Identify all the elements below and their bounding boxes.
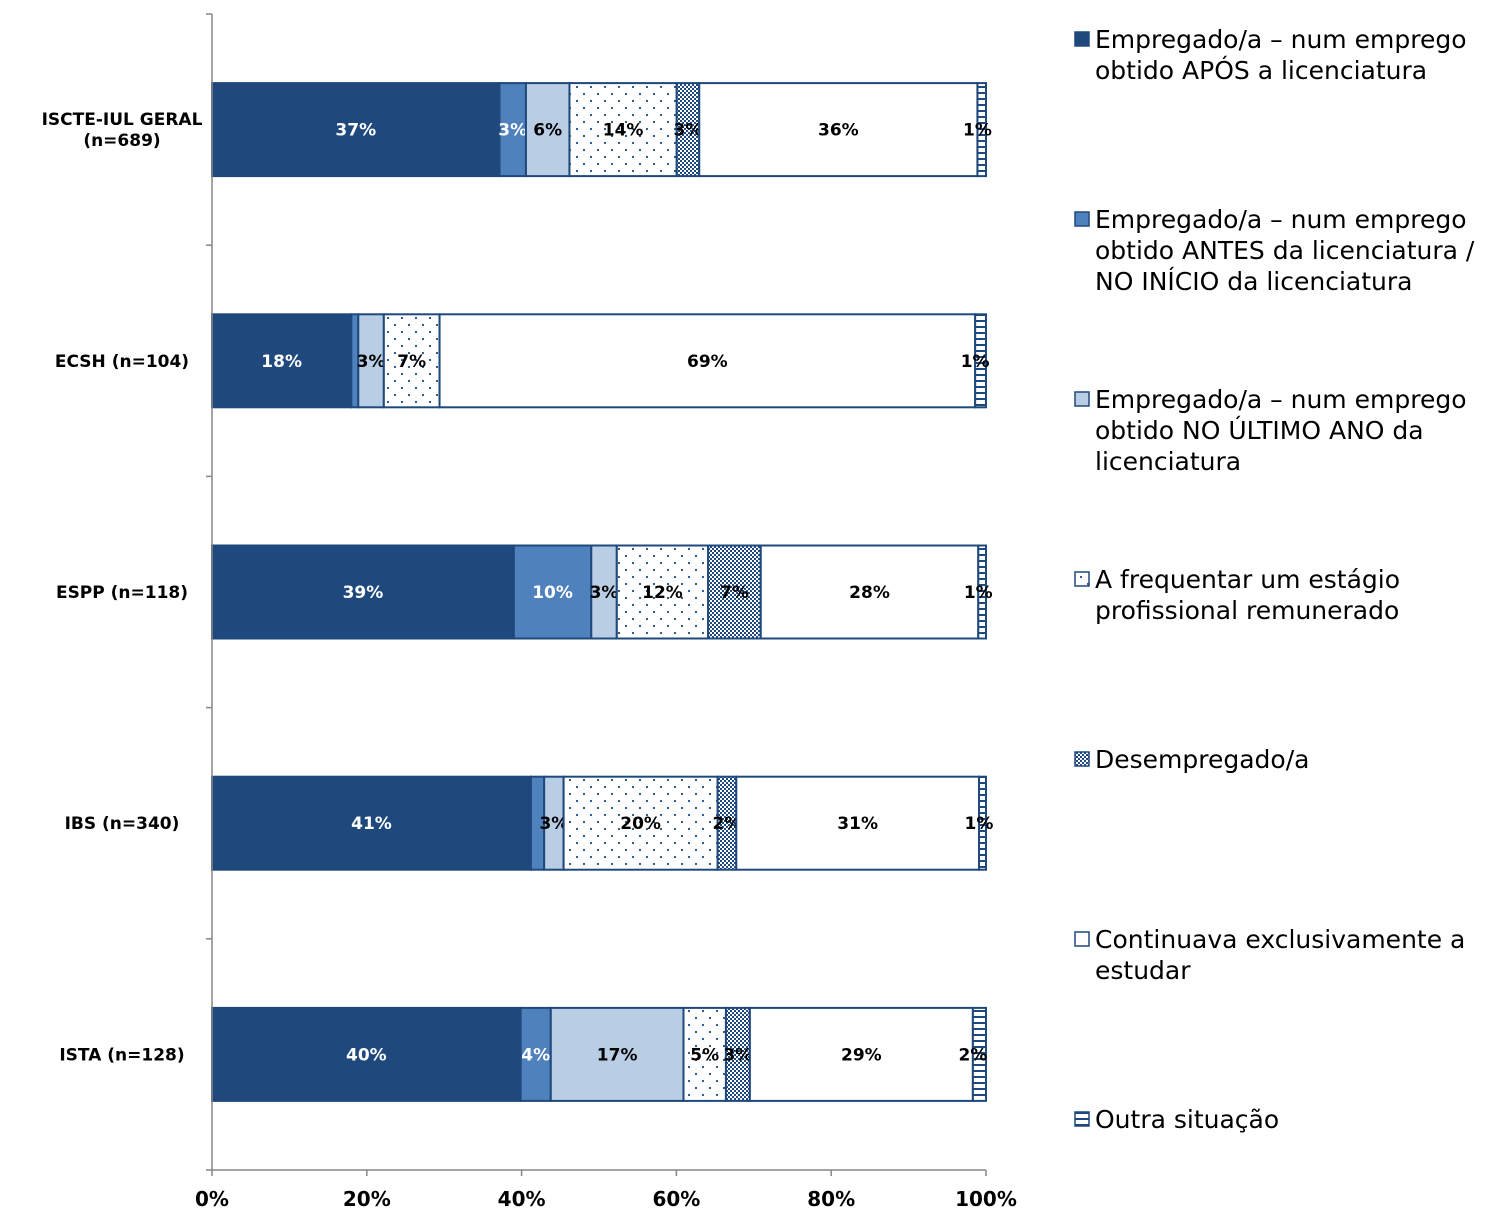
data-label: 1% (964, 583, 993, 603)
bar-segment-6-ecsh-n-104 (438, 313, 977, 409)
data-label: 6% (533, 121, 562, 141)
bar-segment-3-ista-n-128 (549, 1006, 685, 1102)
data-label: 39% (343, 583, 384, 603)
data-label: 1% (963, 121, 992, 141)
data-label: 3% (590, 583, 619, 603)
legend-swatch (1074, 751, 1090, 767)
legend-swatch (1074, 31, 1090, 47)
bar-segment-7-ecsh-n-104 (974, 313, 988, 409)
bar-segment-6-iscte-iul-geral (698, 82, 979, 178)
bar-segment-7-ibs-n-340 (977, 775, 988, 871)
data-label: 36% (818, 121, 859, 141)
bar-segment-3-iscte-iul-geral (524, 82, 571, 178)
bar-segment-4-ibs-n-340 (562, 775, 719, 871)
data-label: 20% (620, 814, 661, 834)
data-label: 2% (713, 814, 742, 834)
data-label: 12% (642, 583, 683, 603)
data-label: 3% (723, 1045, 752, 1065)
category-label: (n=689) (83, 131, 160, 151)
legend-label: Continuava exclusivamente a estudar (1095, 925, 1465, 985)
legend-swatch (1074, 571, 1090, 587)
data-label: 69% (687, 352, 728, 372)
bar-segment-7-iscte-iul-geral (976, 82, 987, 178)
data-label: 10% (532, 583, 573, 603)
bar-segment-6-espp-n-118 (759, 544, 980, 640)
category-label: IBS (n=340) (65, 814, 180, 834)
x-tick-label: 20% (343, 1187, 391, 1208)
x-tick-label: 60% (652, 1187, 700, 1208)
bar-segment-2-iscte-iul-geral (498, 82, 527, 178)
legend-label: Outra situação (1095, 1105, 1279, 1134)
data-label: 31% (837, 814, 878, 834)
category-label: ECSH (n=104) (55, 352, 189, 372)
data-label: 4% (521, 1045, 550, 1065)
data-label: 7% (397, 352, 426, 372)
data-label: 28% (849, 583, 890, 603)
data-label: 3% (357, 352, 386, 372)
legend-item-4: A frequentar um estágio profissional remu… (1074, 565, 1400, 625)
bar-segment-3-espp-n-118 (590, 544, 618, 640)
bar-segment-6-ibs-n-340 (735, 775, 980, 871)
bar-segment-6-ista-n-128 (748, 1006, 974, 1102)
data-label: 29% (841, 1045, 882, 1065)
data-label: 40% (346, 1045, 387, 1065)
bar-segment-1-ista-n-128 (211, 1006, 522, 1102)
data-label: 18% (261, 352, 302, 372)
data-label: 3% (674, 121, 703, 141)
bar-segment-1-iscte-iul-geral (211, 82, 501, 178)
data-label: 1% (340, 294, 369, 314)
data-label: 2% (958, 1045, 987, 1065)
x-tick-label: 0% (195, 1187, 229, 1208)
legend-swatch (1074, 211, 1090, 227)
bar-segment-4-ecsh-n-104 (382, 313, 441, 409)
bar-segment-3-ecsh-n-104 (357, 313, 385, 409)
data-label: 5% (690, 1045, 719, 1065)
bar-segment-2-espp-n-118 (512, 544, 593, 640)
data-label: 3% (539, 814, 568, 834)
legend-swatch (1074, 1111, 1090, 1127)
legend-item-3: Empregado/a – num emprego obtido NO ÚLTIM… (1074, 385, 1466, 476)
bar-segment-4-espp-n-118 (615, 544, 710, 640)
category-label: ISCTE-IUL GERAL (42, 110, 203, 130)
legend-item-5: Desempregado/a (1074, 745, 1309, 774)
bar-segment-1-ibs-n-340 (211, 775, 532, 871)
bar-segment-1-ecsh-n-104 (211, 313, 353, 409)
data-label: 17% (597, 1045, 638, 1065)
legend-item-6: Continuava exclusivamente a estudar (1074, 925, 1465, 985)
legend-label: Empregado/a – num emprego obtido NO ÚLTIM… (1095, 385, 1466, 476)
data-label: 14% (603, 121, 644, 141)
legend-swatch (1074, 931, 1090, 947)
category-label: ESPP (n=118) (56, 583, 188, 603)
data-label: 1% (961, 352, 990, 372)
data-label: 1% (965, 814, 994, 834)
data-label: 37% (335, 121, 376, 141)
bar-segment-4-ista-n-128 (682, 1006, 727, 1102)
x-tick-label: 40% (498, 1187, 546, 1208)
data-label: 3% (498, 121, 527, 141)
bar-segment-7-ista-n-128 (971, 1006, 987, 1102)
legend-label: Empregado/a – num emprego obtido ANTES da… (1095, 205, 1475, 296)
legend-label: A frequentar um estágio profissional remu… (1095, 565, 1400, 625)
legend-label: Empregado/a – num emprego obtido APÓS a l… (1095, 25, 1466, 85)
data-label: 7% (720, 583, 749, 603)
bar-segment-7-espp-n-118 (977, 544, 988, 640)
bar-segment-5-espp-n-118 (707, 544, 762, 640)
legend-item-7: Outra situação (1074, 1105, 1279, 1134)
legend-swatch (1074, 391, 1090, 407)
category-label: ISTA (n=128) (59, 1045, 184, 1065)
x-tick-label: 100% (955, 1187, 1017, 1208)
x-tick-label: 80% (807, 1187, 855, 1208)
legend-item-1: Empregado/a – num emprego obtido APÓS a l… (1074, 25, 1466, 85)
data-label: 41% (351, 814, 392, 834)
legend-item-2: Empregado/a – num emprego obtido ANTES da… (1074, 205, 1475, 296)
legend-label: Desempregado/a (1095, 745, 1309, 774)
data-label: 2% (523, 757, 552, 777)
